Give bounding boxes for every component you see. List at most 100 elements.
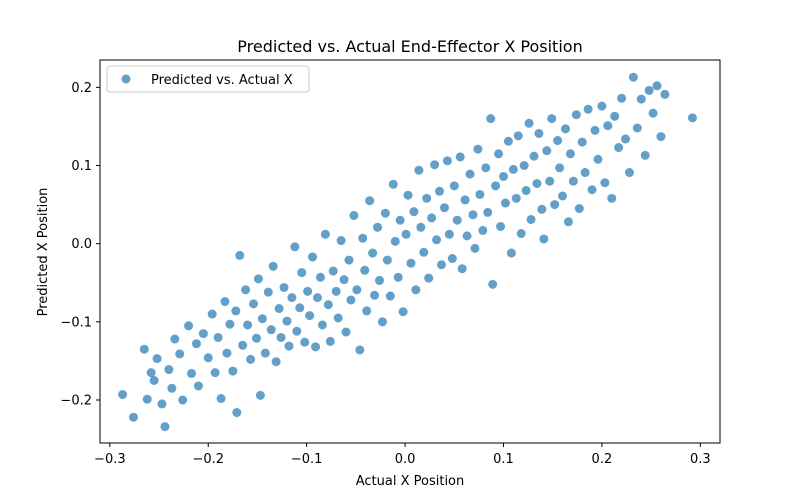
x-tick-label: 0.2	[592, 452, 613, 467]
data-point	[213, 332, 223, 342]
data-point	[118, 390, 128, 400]
data-point	[563, 217, 573, 227]
data-point	[414, 165, 424, 175]
data-point	[542, 146, 552, 156]
data-point	[555, 163, 565, 173]
data-point	[560, 124, 570, 134]
data-point	[315, 272, 325, 282]
data-point	[511, 193, 521, 203]
data-point	[483, 207, 493, 217]
data-point	[648, 108, 658, 118]
data-point	[436, 260, 446, 270]
data-point	[374, 275, 384, 285]
data-point	[175, 349, 185, 359]
data-point	[610, 111, 620, 121]
data-point	[390, 236, 400, 246]
data-point	[534, 128, 544, 138]
data-point	[393, 272, 403, 282]
data-point	[358, 233, 368, 243]
chart-title: Predicted vs. Actual End-Effector X Posi…	[237, 37, 582, 56]
data-point	[590, 125, 600, 135]
data-point	[617, 93, 627, 103]
data-point	[198, 329, 208, 339]
data-point	[442, 156, 452, 166]
data-point	[593, 154, 603, 164]
data-point	[388, 179, 398, 189]
data-point	[157, 399, 167, 409]
data-point	[624, 168, 634, 178]
data-point	[308, 252, 318, 262]
data-point	[290, 242, 300, 252]
data-point	[628, 72, 638, 82]
legend-box	[106, 65, 310, 93]
data-point	[644, 85, 654, 95]
y-tick-label: 0.0	[71, 237, 92, 252]
data-point	[341, 327, 351, 337]
data-point	[178, 395, 188, 405]
data-point	[323, 300, 333, 310]
data-point	[346, 295, 356, 305]
data-point	[167, 383, 177, 393]
legend[interactable]: Predicted vs. Actual X	[106, 65, 310, 93]
data-point	[311, 342, 321, 352]
data-point	[271, 357, 281, 367]
data-point	[251, 333, 261, 343]
data-point	[481, 163, 491, 173]
data-point	[577, 137, 587, 147]
data-point	[243, 320, 253, 330]
data-point	[524, 118, 534, 128]
data-point	[508, 164, 518, 174]
data-point	[488, 279, 498, 289]
data-point	[478, 225, 488, 235]
data-point	[300, 337, 310, 347]
data-point	[640, 150, 650, 160]
data-point	[380, 208, 390, 218]
data-point	[142, 394, 152, 404]
data-point	[231, 306, 241, 316]
data-point	[455, 152, 465, 162]
data-point	[537, 204, 547, 214]
y-tick-label: 0.2	[71, 81, 92, 96]
data-point	[225, 319, 235, 329]
data-point	[614, 143, 624, 153]
data-point	[336, 236, 346, 246]
data-point	[529, 151, 539, 161]
data-point	[355, 345, 365, 355]
data-point	[462, 231, 472, 241]
data-point	[276, 332, 286, 342]
data-point	[263, 287, 273, 297]
data-point	[365, 196, 375, 206]
data-point	[193, 381, 203, 391]
y-tick-label: 0.1	[71, 159, 92, 174]
data-point	[519, 161, 529, 171]
x-tick-label: 0.1	[493, 452, 514, 467]
data-point	[516, 229, 526, 239]
legend-marker	[121, 74, 131, 84]
data-point	[312, 293, 322, 303]
data-point	[568, 176, 578, 186]
data-point	[303, 286, 313, 296]
data-point	[128, 412, 138, 422]
y-tick-label: −0.2	[60, 394, 92, 409]
data-point	[401, 229, 411, 239]
x-tick-label: 0.3	[690, 452, 711, 467]
data-point	[580, 168, 590, 178]
data-point	[427, 213, 437, 223]
data-point	[328, 266, 338, 276]
data-point	[553, 136, 563, 146]
data-point	[352, 285, 362, 295]
y-axis-label: Predicted X Position	[36, 188, 51, 317]
data-point	[506, 248, 516, 258]
data-point	[249, 299, 259, 309]
data-point	[449, 181, 459, 191]
x-axis-ticks: −0.3 −0.2 −0.1 0.0 0.1 0.2 0.3	[94, 443, 711, 467]
data-point	[216, 393, 226, 403]
data-point	[305, 311, 315, 321]
data-point	[424, 273, 434, 283]
data-point	[465, 169, 475, 179]
data-point	[187, 368, 197, 378]
y-tick-label: −0.1	[60, 315, 92, 330]
data-point	[292, 326, 302, 336]
